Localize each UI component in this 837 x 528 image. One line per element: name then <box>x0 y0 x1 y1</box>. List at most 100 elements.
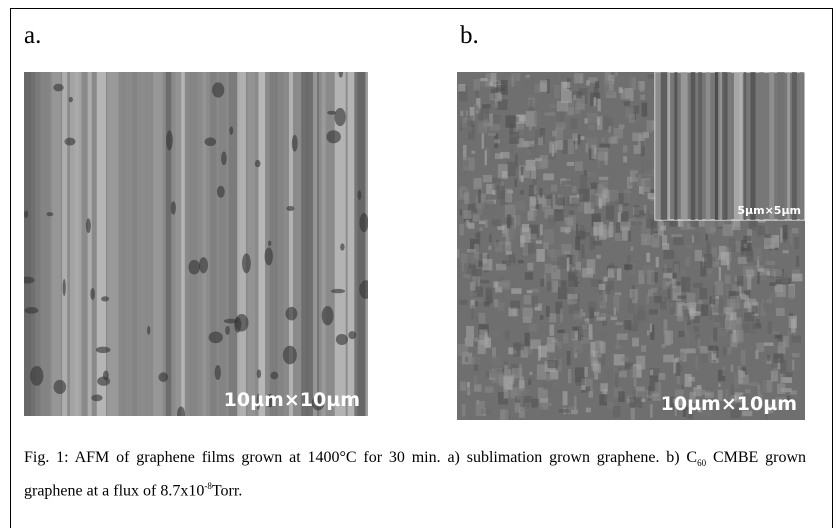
texture-mark <box>189 72 198 416</box>
texture-mark <box>621 99 631 102</box>
texture-mark <box>693 326 698 332</box>
texture-mark <box>663 277 668 289</box>
texture-mark <box>585 143 588 152</box>
texture-mark <box>713 328 717 342</box>
texture-mark <box>540 279 544 287</box>
texture-mark <box>640 81 645 92</box>
texture-mark <box>550 104 556 109</box>
texture-mark <box>459 300 467 305</box>
texture-mark <box>604 81 613 96</box>
texture-mark <box>594 148 597 154</box>
texture-mark <box>572 249 578 264</box>
texture-mark <box>360 213 368 232</box>
texture-mark <box>580 175 587 189</box>
texture-mark <box>588 302 596 313</box>
texture-mark <box>595 81 599 88</box>
texture-mark <box>704 254 712 268</box>
texture-mark <box>780 374 783 385</box>
texture-mark <box>714 281 723 295</box>
texture-mark <box>601 332 606 337</box>
texture-mark <box>554 212 564 221</box>
texture-mark <box>597 160 600 168</box>
afm-image-a: 10µm×10µm <box>24 72 368 416</box>
texture-mark <box>568 369 571 383</box>
texture-mark <box>601 190 609 203</box>
texture-mark <box>567 351 571 365</box>
texture-mark <box>667 289 670 300</box>
texture-mark <box>772 331 779 334</box>
texture-mark <box>466 220 469 227</box>
texture-mark <box>472 269 482 276</box>
texture-mark <box>549 313 556 322</box>
texture-mark <box>518 260 524 263</box>
texture-mark <box>698 337 701 349</box>
texture-mark <box>46 212 53 216</box>
texture-mark <box>628 231 631 242</box>
texture-mark <box>588 125 594 130</box>
texture-mark <box>630 366 637 378</box>
texture-mark <box>90 288 95 300</box>
texture-mark <box>482 133 484 148</box>
texture-mark <box>69 97 73 102</box>
texture-mark <box>589 391 594 398</box>
texture-mark <box>469 292 477 296</box>
texture-mark <box>479 221 485 224</box>
texture-mark <box>470 282 476 291</box>
texture-mark <box>775 285 786 297</box>
texture-mark <box>624 320 631 330</box>
texture-mark <box>685 257 690 267</box>
texture-mark <box>462 262 464 271</box>
texture-mark <box>505 242 511 253</box>
texture-mark <box>469 157 475 171</box>
texture-mark <box>567 294 578 299</box>
texture-mark <box>647 74 654 78</box>
texture-mark <box>171 201 176 214</box>
texture-mark <box>682 268 685 274</box>
texture-mark <box>540 224 543 235</box>
texture-mark <box>599 177 608 180</box>
texture-mark <box>574 396 576 410</box>
texture-mark <box>744 72 747 220</box>
caption: Fig. 1: AFM of graphene films grown at 1… <box>24 446 806 503</box>
texture-mark <box>723 348 731 354</box>
texture-mark <box>599 341 602 347</box>
texture-mark <box>511 288 521 294</box>
texture-mark <box>484 201 494 215</box>
texture-mark <box>532 289 539 293</box>
texture-mark <box>767 355 771 361</box>
texture-mark <box>529 197 535 206</box>
texture-mark <box>615 200 617 205</box>
texture-mark <box>648 193 654 199</box>
texture-mark <box>133 72 137 416</box>
texture-mark <box>596 255 601 259</box>
texture-mark <box>573 95 576 100</box>
texture-mark <box>567 281 574 294</box>
texture-mark <box>331 289 345 293</box>
texture-mark <box>644 205 647 214</box>
texture-mark <box>568 139 574 154</box>
texture-mark <box>639 310 646 320</box>
texture-mark <box>500 183 502 190</box>
texture-mark <box>140 72 146 416</box>
texture-mark <box>510 301 520 309</box>
texture-mark <box>691 72 696 220</box>
texture-mark <box>608 165 611 173</box>
texture-mark <box>712 353 716 360</box>
texture-mark <box>664 264 666 274</box>
texture-mark <box>706 72 711 220</box>
texture-mark <box>481 409 491 414</box>
texture-mark <box>545 112 556 115</box>
texture-mark <box>268 240 271 246</box>
texture-mark <box>504 384 509 399</box>
texture-mark <box>485 150 487 165</box>
texture-mark <box>594 97 596 106</box>
texture-mark <box>283 346 297 365</box>
texture-mark <box>753 247 761 260</box>
texture-mark <box>567 257 570 271</box>
texture-mark <box>738 370 743 384</box>
texture-mark <box>693 283 703 288</box>
texture-mark <box>475 106 478 111</box>
texture-mark <box>561 244 572 255</box>
texture-mark <box>652 233 660 247</box>
texture-mark <box>774 335 781 339</box>
